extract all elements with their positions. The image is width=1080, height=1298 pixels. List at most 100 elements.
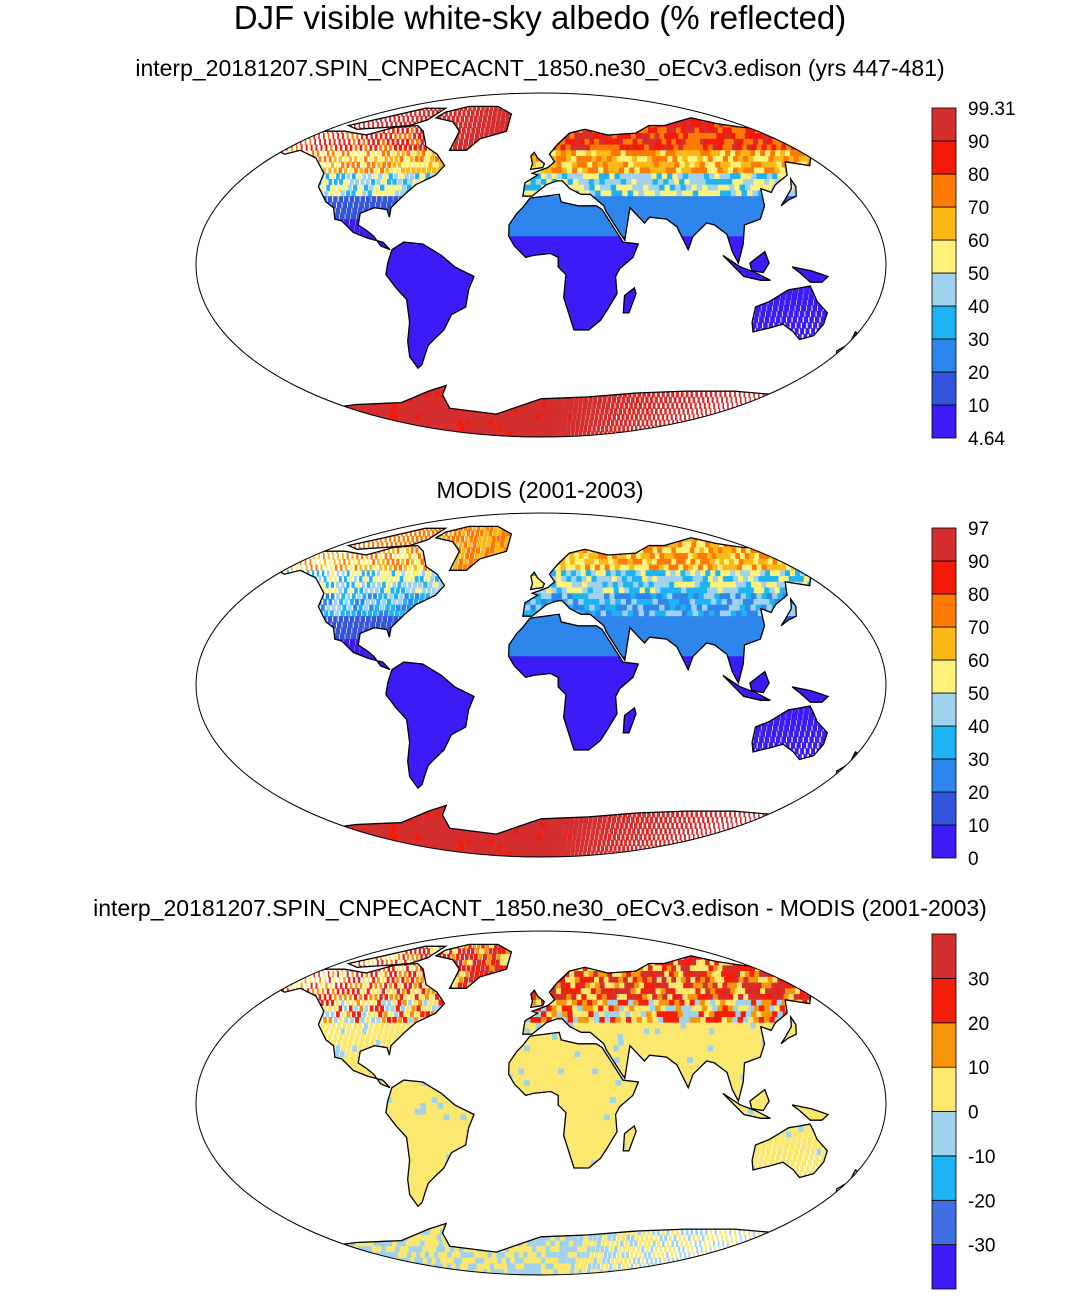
grid-cell bbox=[598, 253, 605, 260]
grid-cell bbox=[782, 117, 793, 123]
grid-cell bbox=[644, 144, 652, 151]
grid-cell bbox=[852, 168, 862, 174]
grid-cell bbox=[629, 201, 636, 209]
grid-cell bbox=[745, 161, 755, 169]
grid-cell bbox=[530, 161, 537, 169]
grid-cell bbox=[820, 385, 822, 392]
grid-cell bbox=[351, 133, 354, 140]
grid-cell bbox=[556, 173, 563, 180]
grid-cell bbox=[705, 138, 714, 146]
grid-cell bbox=[737, 219, 746, 226]
grid-cell bbox=[653, 184, 661, 191]
grid-cell bbox=[813, 117, 825, 123]
grid-cell bbox=[349, 196, 355, 203]
grid-cell bbox=[752, 190, 761, 197]
grid-cell bbox=[623, 138, 630, 146]
grid-cell bbox=[681, 190, 690, 197]
grid-cell bbox=[720, 161, 729, 169]
grid-cell bbox=[598, 247, 605, 255]
grid-cell bbox=[616, 190, 624, 197]
grid-cell bbox=[397, 259, 404, 266]
grid-cell bbox=[814, 385, 817, 386]
grid-cell bbox=[716, 133, 725, 140]
grid-cell bbox=[482, 115, 487, 123]
grid-cell bbox=[677, 121, 686, 128]
grid-cell bbox=[767, 305, 773, 312]
grid-cell bbox=[803, 156, 814, 163]
grid-cell bbox=[811, 138, 822, 146]
grid-cell bbox=[481, 106, 485, 111]
grid-cell bbox=[580, 213, 587, 220]
grid-cell bbox=[714, 121, 723, 128]
grid-cell bbox=[684, 179, 692, 186]
grid-cell bbox=[381, 150, 385, 157]
grid-cell bbox=[733, 117, 743, 123]
grid-cell bbox=[586, 242, 594, 249]
grid-cell bbox=[431, 276, 439, 283]
grid-cell bbox=[773, 156, 783, 163]
grid-cell bbox=[428, 310, 436, 318]
grid-cell bbox=[310, 144, 313, 151]
grid-cell bbox=[602, 133, 610, 140]
grid-cell bbox=[272, 385, 282, 386]
grid-cell bbox=[266, 145, 267, 151]
grid-cell bbox=[869, 196, 878, 202]
grid-cell bbox=[394, 133, 397, 140]
grid-cell bbox=[359, 156, 363, 163]
grid-cell bbox=[285, 133, 286, 140]
grid-cell bbox=[574, 310, 581, 318]
grid-cell bbox=[518, 242, 525, 249]
grid-cell bbox=[768, 322, 774, 329]
grid-cell bbox=[698, 173, 707, 180]
grid-cell bbox=[564, 253, 571, 260]
grid-cell bbox=[416, 299, 423, 306]
grid-cell bbox=[325, 144, 328, 151]
grid-cell bbox=[592, 299, 599, 306]
grid-cell bbox=[632, 138, 640, 146]
panel-title-difference: interp_20181207.SPIN_CNPECACNT_1850.ne30… bbox=[93, 895, 987, 921]
grid-cell bbox=[632, 156, 639, 163]
grid-cell bbox=[791, 293, 798, 300]
grid-cell bbox=[762, 138, 772, 146]
grid-cell bbox=[890, 242, 897, 248]
grid-cell bbox=[729, 236, 736, 243]
grid-cell bbox=[845, 150, 855, 156]
grid-cell bbox=[683, 236, 691, 243]
grid-cell bbox=[323, 133, 325, 140]
grid-cell bbox=[601, 156, 609, 163]
grid-cell bbox=[412, 161, 417, 169]
grid-cell bbox=[331, 125, 333, 128]
grid-cell bbox=[546, 196, 553, 203]
grid-cell bbox=[797, 293, 803, 300]
grid-cell bbox=[535, 184, 542, 191]
grid-cell bbox=[753, 167, 763, 174]
grid-cell bbox=[620, 224, 627, 232]
grid-cell bbox=[444, 299, 452, 306]
grid-cell bbox=[806, 305, 812, 312]
grid-cell bbox=[796, 138, 807, 146]
grid-cell bbox=[742, 144, 751, 151]
grid-cell bbox=[716, 224, 724, 232]
grid-cell bbox=[333, 179, 338, 186]
grid-cell bbox=[668, 121, 677, 128]
grid-cell bbox=[552, 213, 559, 220]
grid-cell bbox=[604, 265, 611, 272]
grid-cell bbox=[406, 138, 410, 146]
grid-cell bbox=[642, 138, 650, 146]
grid-cell bbox=[327, 133, 330, 140]
grid-cell bbox=[800, 144, 811, 151]
grid-cell bbox=[472, 106, 476, 111]
grid-cell bbox=[631, 179, 639, 186]
grid-cell bbox=[690, 138, 699, 146]
grid-cell bbox=[604, 270, 611, 277]
grid-cell bbox=[329, 190, 334, 197]
grid-cell bbox=[491, 115, 496, 123]
grid-cell bbox=[638, 190, 646, 197]
grid-cell bbox=[431, 150, 436, 157]
grid-cell bbox=[802, 299, 808, 306]
grid-cell bbox=[872, 191, 881, 197]
grid-cell bbox=[541, 201, 548, 209]
grid-cell bbox=[396, 138, 400, 146]
grid-cell bbox=[735, 161, 744, 169]
grid-cell bbox=[455, 299, 463, 306]
